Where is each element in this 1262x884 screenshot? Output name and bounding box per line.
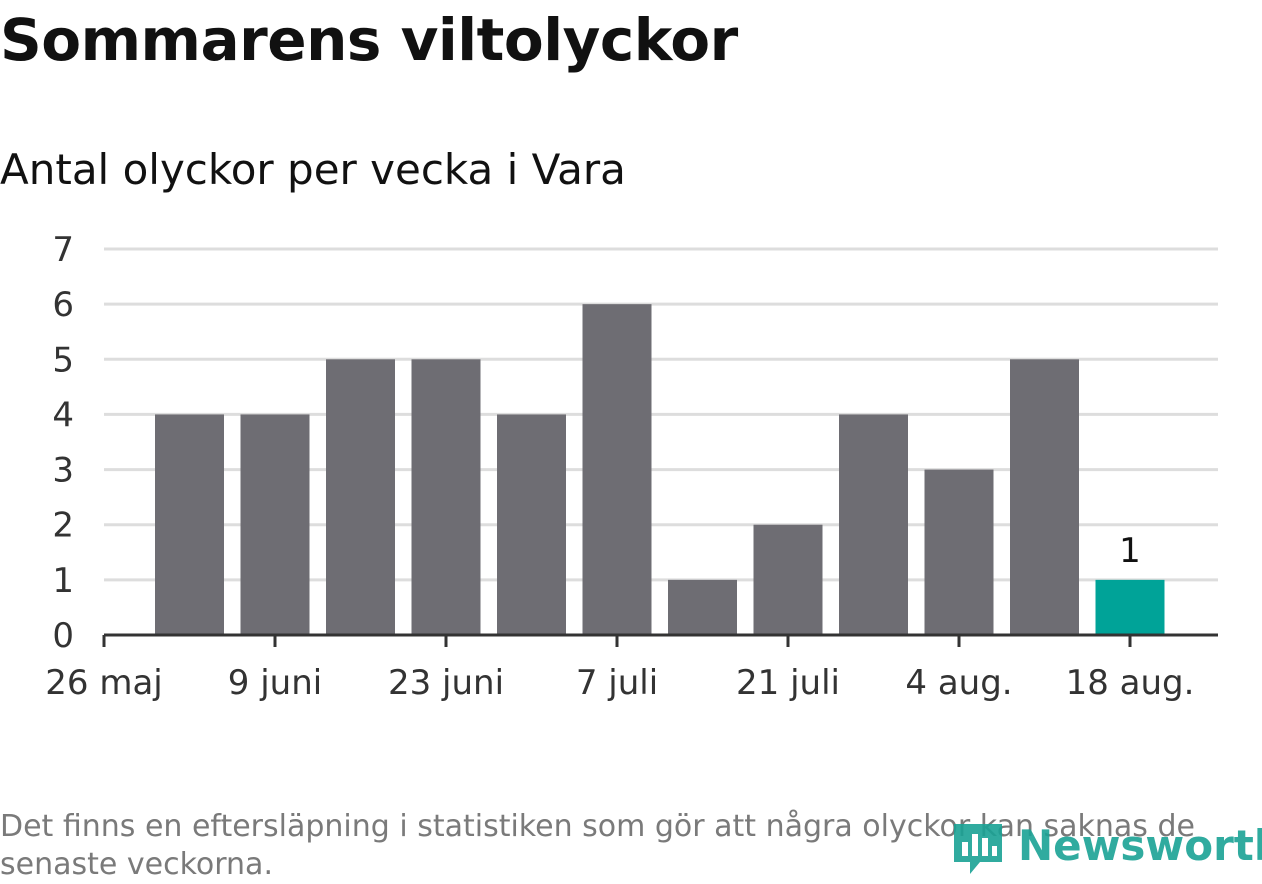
bar	[668, 579, 737, 635]
bar	[582, 304, 652, 635]
bar	[839, 414, 908, 635]
chart-title: Sommarens viltolyckor	[0, 6, 738, 74]
y-tick-label: 5	[52, 340, 74, 380]
bar	[497, 414, 566, 635]
logo-text: Newsworthy	[1018, 821, 1262, 870]
bar	[753, 524, 823, 635]
y-tick-label: 1	[52, 561, 74, 601]
newsworthy-logo: Newsworthy	[950, 818, 1262, 878]
x-tick-label: 23 juni	[388, 663, 504, 703]
x-tick-label: 26 maj	[45, 663, 162, 703]
y-tick-label: 7	[52, 230, 74, 270]
labels: 0 1 2 3 4 5 6 7 26 maj 9 juni 23 juni 7 juli 21 juli…	[45, 230, 1194, 703]
x-tick-label: 7 juli	[576, 663, 658, 703]
bars	[155, 304, 1165, 635]
x-tick-label: 9 juni	[228, 663, 322, 703]
data-label: 1	[1119, 531, 1141, 571]
bar	[411, 359, 481, 635]
axes	[102, 633, 1218, 647]
x-tick-label: 18 aug.	[1066, 663, 1195, 703]
y-tick-label: 6	[52, 285, 74, 325]
bar	[240, 414, 310, 635]
x-tick-label: 4 aug.	[905, 663, 1012, 703]
y-tick-label: 0	[52, 616, 74, 656]
bar	[155, 414, 224, 635]
bar	[1095, 579, 1165, 635]
newsworthy-logo-icon	[954, 824, 1002, 874]
bar	[924, 469, 994, 635]
chart-subtitle: Antal olyckor per vecka i Vara	[0, 145, 626, 194]
x-tick-label: 21 juli	[736, 663, 840, 703]
bar	[1010, 359, 1079, 635]
y-tick-label: 3	[52, 451, 74, 491]
y-tick-label: 4	[52, 395, 74, 435]
y-tick-label: 2	[52, 506, 74, 546]
bar	[326, 359, 395, 635]
